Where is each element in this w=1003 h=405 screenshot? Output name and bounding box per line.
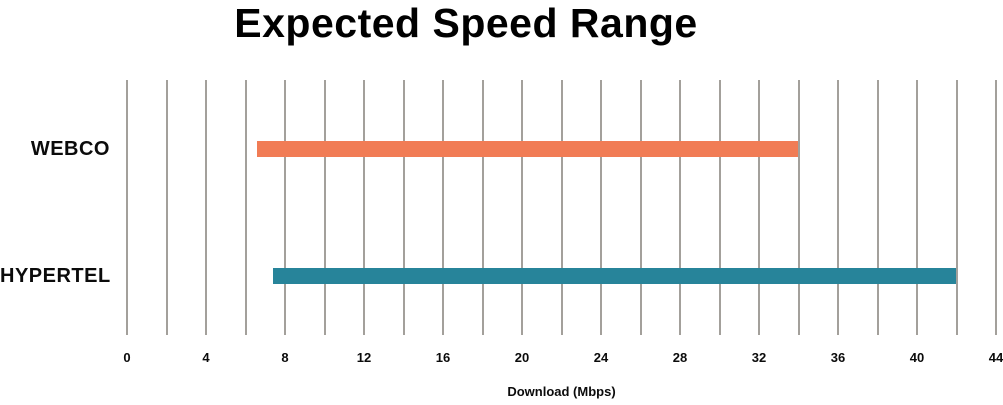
x-tick-label: 8 — [281, 350, 289, 365]
grid-line — [481, 80, 484, 335]
grid-line — [244, 80, 247, 335]
grid-line — [916, 80, 918, 335]
grid-line — [797, 80, 800, 335]
grid-line — [758, 80, 760, 335]
grid-line — [521, 80, 523, 335]
range-bar-hypertel — [273, 268, 957, 285]
grid-line — [955, 80, 958, 335]
grid-line — [995, 80, 997, 335]
x-tick-label: 20 — [514, 350, 530, 365]
x-tick-label: 4 — [202, 350, 210, 365]
grid-line — [718, 80, 721, 335]
x-tick-label: 24 — [593, 350, 609, 365]
grid-line — [560, 80, 563, 335]
range-bar-webco — [257, 140, 799, 157]
x-tick-label: 0 — [123, 350, 131, 365]
chart-title: Expected Speed Range — [234, 0, 698, 46]
x-tick-label: 40 — [909, 350, 925, 365]
x-tick-label: 32 — [751, 350, 767, 365]
grid-line — [165, 80, 168, 335]
x-tick-label: 44 — [988, 350, 1003, 365]
x-tick-label: 28 — [672, 350, 688, 365]
grid-line — [402, 80, 405, 335]
grid-line — [837, 80, 839, 335]
grid-line — [679, 80, 681, 335]
grid-line — [876, 80, 879, 335]
grid-line — [205, 80, 207, 335]
category-label-webco: WEBCO — [30, 137, 110, 160]
x-tick-label: 36 — [830, 350, 846, 365]
grid-line — [363, 80, 365, 335]
grid-line — [126, 80, 128, 335]
grid-line — [600, 80, 602, 335]
category-label-hypertel: HYPERTEL — [0, 265, 111, 288]
grid-line — [323, 80, 326, 335]
grid-line — [284, 80, 286, 335]
x-axis-label: Download (Mbps) — [507, 384, 616, 399]
grid-line — [639, 80, 642, 335]
grid-line — [442, 80, 444, 335]
x-tick-label: 12 — [356, 350, 372, 365]
x-tick-label: 16 — [435, 350, 451, 365]
